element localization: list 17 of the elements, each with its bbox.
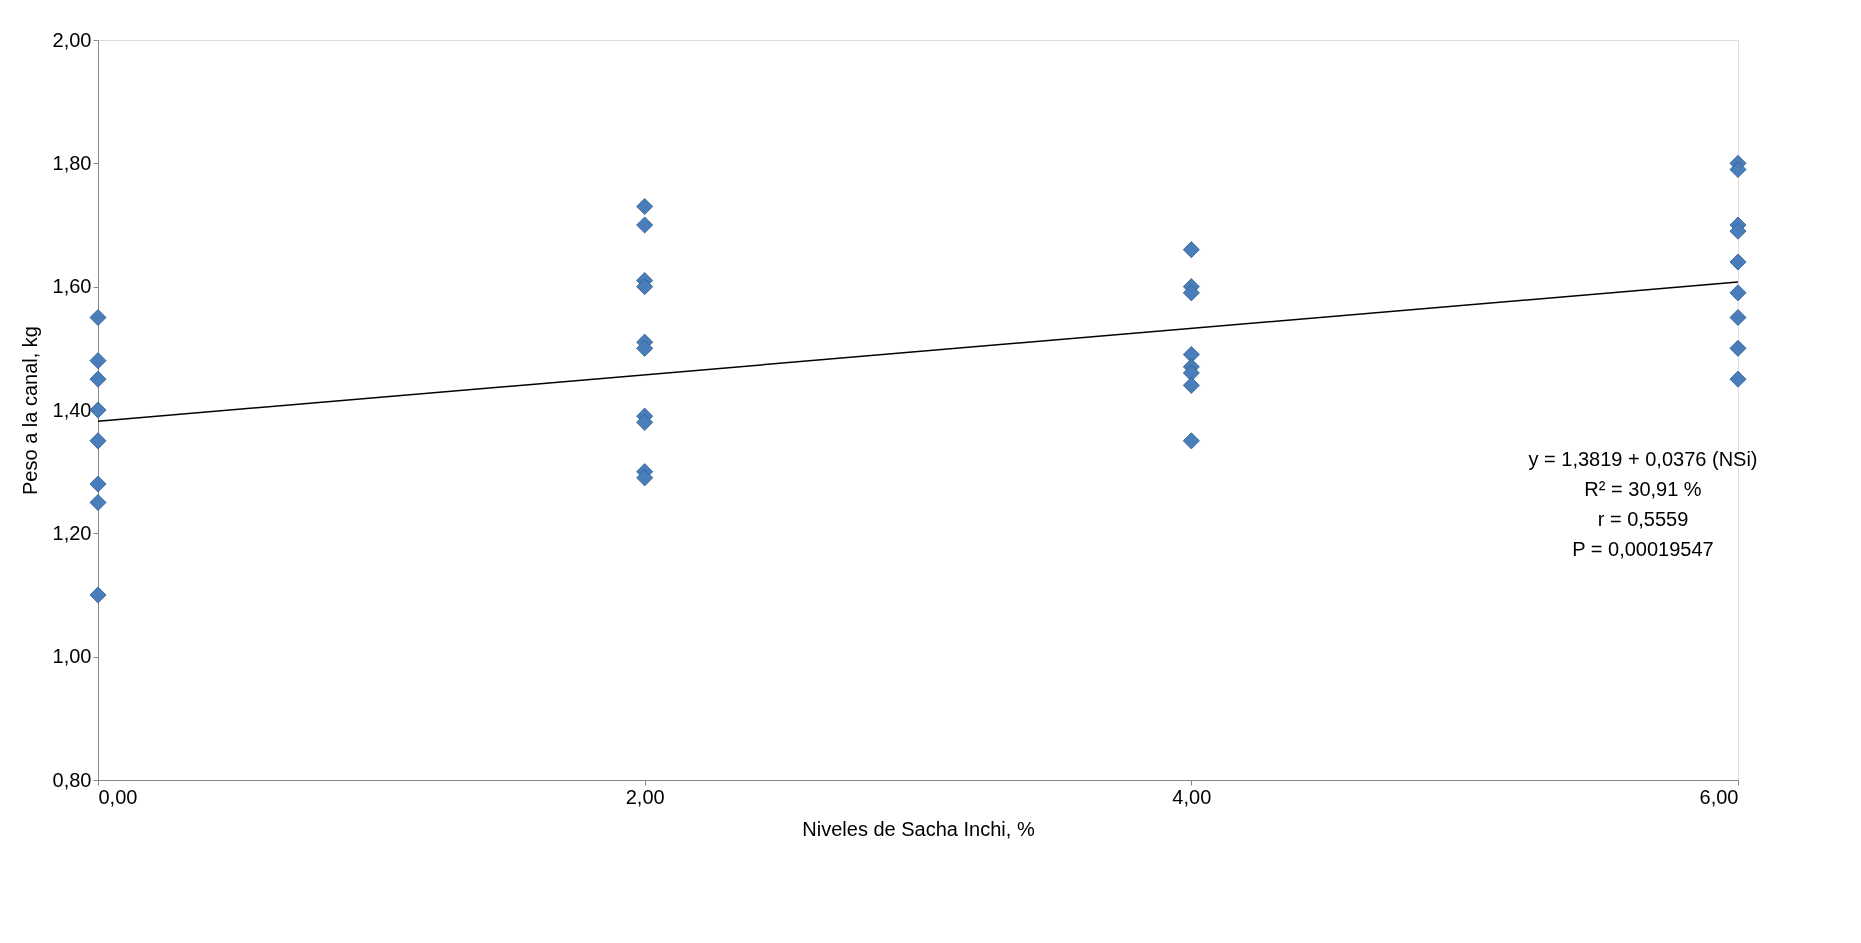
x-tick-label: 4,00 [1172, 785, 1212, 808]
y-tick-label: 1,60 [52, 275, 92, 298]
y-tick-label: 1,20 [52, 521, 92, 544]
annotation: P = 0,00019547 [1572, 538, 1714, 560]
y-tick-label: 2,00 [52, 28, 92, 51]
x-axis-title: Niveles de Sacha Inchi, % [802, 817, 1035, 840]
annotation: y = 1,3819 + 0,0376 (NSi) [1528, 448, 1758, 470]
y-axis-title: Peso a la canal, kg [18, 326, 41, 495]
y-tick-label: 1,00 [52, 645, 92, 668]
annotation: R² = 30,91 % [1584, 478, 1702, 500]
annotation: r = 0,5559 [1597, 508, 1689, 530]
x-tick-label: 6,00 [1699, 785, 1739, 808]
y-tick-label: 1,40 [52, 398, 92, 421]
x-tick-label: 0,00 [98, 785, 138, 808]
y-tick-label: 0,80 [52, 768, 92, 791]
y-tick-label: 1,80 [52, 151, 92, 174]
x-tick-label: 2,00 [625, 785, 665, 808]
